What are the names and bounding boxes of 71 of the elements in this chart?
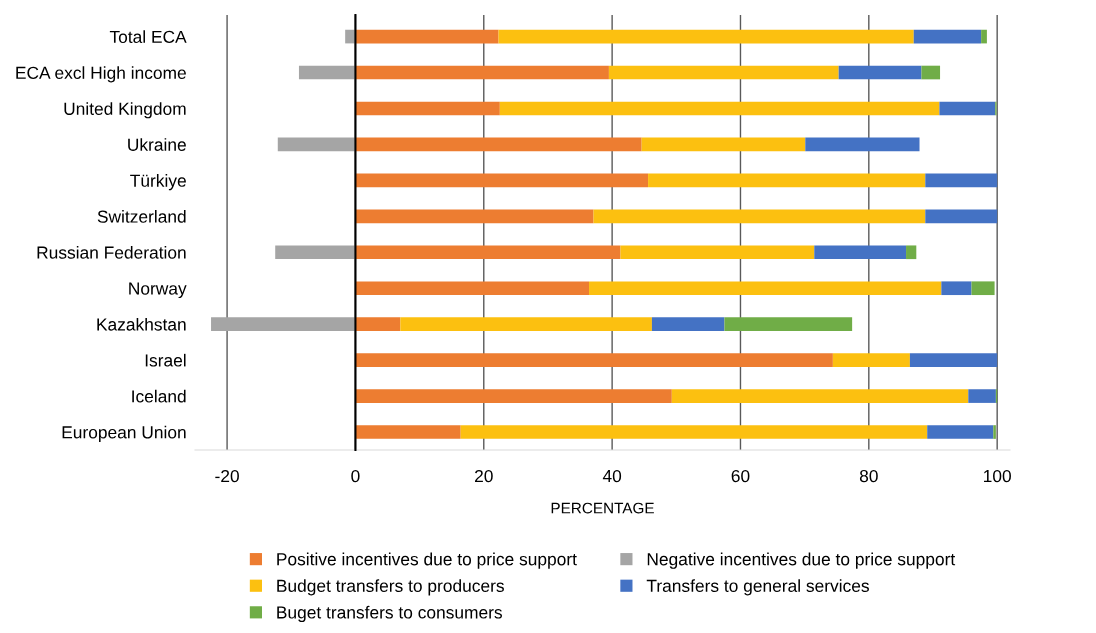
bar — [971, 281, 995, 296]
bar — [355, 281, 590, 296]
bar — [460, 425, 928, 439]
y-tick-label: Türkiye — [130, 174, 186, 191]
y-tick-label: Israel — [145, 353, 186, 367]
legend-label: Budget transfers to producers — [277, 579, 504, 596]
bar — [993, 425, 996, 439]
x-tick-label: 40 — [602, 469, 622, 483]
legend-label: Transfers to general services — [646, 579, 869, 596]
legend-label: Positive incentives due to price support — [277, 552, 577, 569]
y-tick-label: ECA excl High income — [16, 66, 186, 83]
bar — [589, 281, 942, 296]
y-tick-label: Switzerland — [97, 210, 186, 223]
bar — [925, 173, 998, 188]
bar — [921, 65, 941, 80]
bar — [939, 101, 996, 116]
bar — [927, 425, 994, 439]
bar — [355, 317, 401, 331]
bar — [805, 137, 920, 152]
bar — [651, 317, 725, 331]
bar — [724, 317, 853, 331]
bar — [355, 353, 833, 367]
bar — [298, 65, 356, 80]
y-tick-label: Russian Federation — [37, 245, 186, 259]
bar — [832, 353, 910, 367]
x-tick-label: 80 — [859, 469, 878, 483]
y-tick-label: Norway — [129, 282, 187, 299]
bar — [641, 137, 806, 152]
bar — [355, 209, 594, 224]
legend-label: Negative incentives due to price support — [647, 552, 956, 569]
y-tick-label: Ukraine — [128, 138, 186, 151]
bar — [499, 101, 940, 116]
y-tick-label: Kazakhstan — [97, 317, 186, 331]
bar — [814, 245, 907, 260]
bar — [355, 389, 672, 403]
bar — [355, 29, 499, 44]
bar — [355, 101, 500, 116]
x-tick-label: -20 — [215, 469, 239, 483]
bar — [400, 317, 652, 331]
bar — [211, 317, 356, 331]
bar — [620, 245, 815, 260]
bar — [277, 137, 356, 152]
x-tick-label: 100 — [984, 469, 1011, 483]
bar — [925, 209, 998, 224]
bar — [355, 173, 649, 188]
bar — [913, 29, 982, 44]
bar — [648, 173, 926, 188]
bar — [355, 425, 461, 439]
bar — [981, 29, 987, 44]
x-axis-title: PERCENTAGE — [551, 502, 654, 514]
bar — [968, 389, 996, 403]
bar — [909, 353, 998, 367]
bar — [355, 245, 621, 260]
bar — [498, 29, 914, 44]
bar — [355, 65, 609, 80]
legend-label: Buget transfers to consumers — [277, 605, 502, 623]
y-tick-label: Iceland — [132, 389, 186, 403]
bar — [608, 65, 839, 80]
x-tick-label: 20 — [475, 469, 493, 483]
bar — [671, 389, 969, 403]
y-tick-label: European Union — [62, 425, 186, 442]
x-tick-label: 0 — [351, 469, 360, 483]
bar — [593, 209, 926, 224]
x-tick-label: 60 — [731, 469, 750, 483]
bar — [355, 137, 642, 152]
bar — [275, 245, 356, 260]
y-tick-label: United Kingdom — [64, 102, 186, 119]
bar — [838, 65, 922, 80]
bar — [906, 245, 917, 260]
bar — [941, 281, 972, 296]
y-tick-label: Total ECA — [109, 30, 187, 44]
